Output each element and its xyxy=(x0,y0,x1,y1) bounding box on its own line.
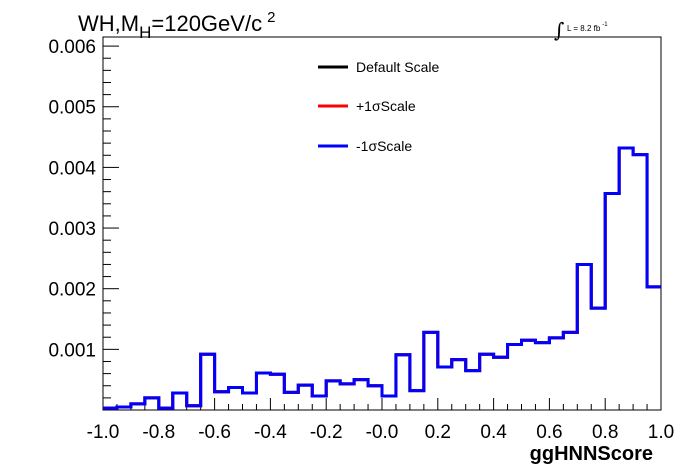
legend: Default Scale +1σScale -1σScale xyxy=(318,59,439,154)
x-axis: -1.0 -0.8 -0.6 -0.4 -0.2 -0.0 0.2 0.4 0.6 0.8 1.0 xyxy=(87,398,674,443)
x-tick-label: 0.2 xyxy=(425,422,451,443)
lumi-text: L = 8.2 fb xyxy=(567,24,601,33)
legend-label-0: Default Scale xyxy=(356,59,439,75)
y-tick-label: 0.005 xyxy=(48,98,96,119)
x-tick-label: -0.8 xyxy=(142,422,175,443)
series-line-2 xyxy=(103,146,661,410)
y-tick-label: 0.006 xyxy=(48,37,96,58)
x-tick-label: 1.0 xyxy=(648,422,674,443)
y-axis: 0.001 0.002 0.003 0.004 0.005 0.006 xyxy=(48,37,119,399)
x-tick-label: -0.4 xyxy=(254,422,287,443)
y-tick-label: 0.001 xyxy=(48,340,96,361)
title-superscript: 2 xyxy=(267,9,275,26)
x-tick-label: 0.8 xyxy=(592,422,618,443)
title-subscript: H xyxy=(139,23,151,42)
series-layer xyxy=(103,146,661,410)
title-suffix: =120GeV/c xyxy=(151,11,262,36)
x-tick-label: -0.2 xyxy=(310,422,343,443)
lumi-superscript: -1 xyxy=(602,22,608,28)
x-tick-label: -0.6 xyxy=(198,422,231,443)
x-tick-label: 0.6 xyxy=(536,422,562,443)
x-tick-label: 0.4 xyxy=(480,422,507,443)
plot-frame xyxy=(102,36,662,411)
title-prefix: WH,M xyxy=(78,11,139,36)
legend-label-2: -1σScale xyxy=(356,138,412,154)
y-tick-label: 0.003 xyxy=(48,219,96,240)
x-tick-label: -0.0 xyxy=(366,422,399,443)
legend-label-1: +1σScale xyxy=(356,98,416,114)
lumi-label: L = 8.2 fb -1 xyxy=(567,22,608,33)
y-tick-label: 0.004 xyxy=(48,158,96,179)
lumi-integral: ∫ xyxy=(554,18,564,42)
y-tick-label: 0.002 xyxy=(48,280,96,301)
plot-title: WH,MH=120GeV/c 2 xyxy=(78,9,275,42)
x-axis-label: ggHNNScore xyxy=(530,443,653,465)
x-tick-label: -1.0 xyxy=(87,422,120,443)
